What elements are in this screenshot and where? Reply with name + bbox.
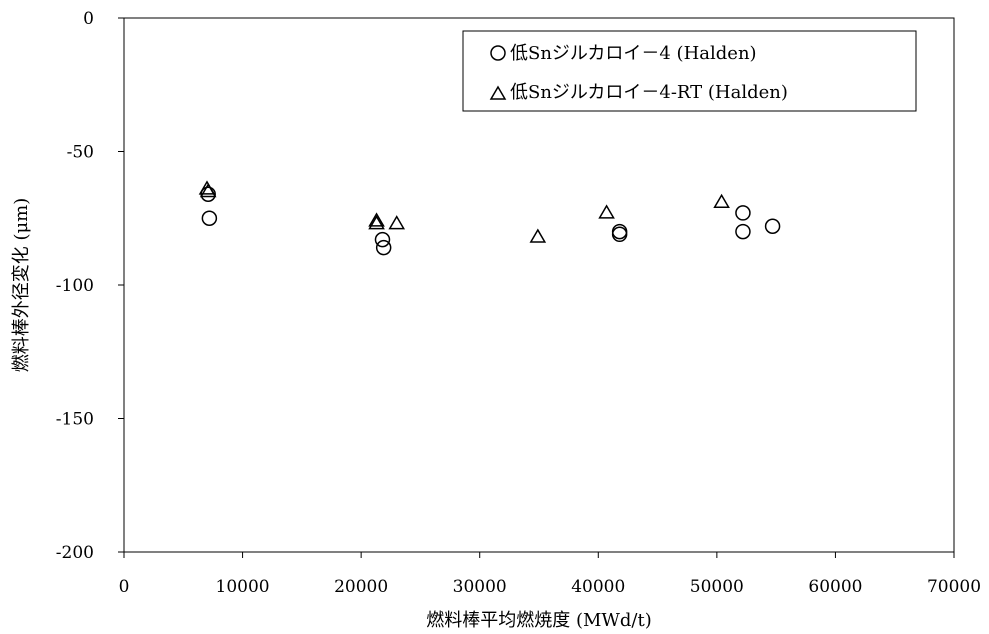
x-tick-label: 10000 (216, 577, 270, 597)
x-tick-label: 70000 (927, 577, 981, 597)
legend-label-series-2: 低Snジルカロイ－4-RT (Halden) (510, 82, 788, 103)
data-point-series-2 (529, 228, 547, 243)
y-tick-label: -200 (56, 543, 94, 563)
y-tick-label: -50 (67, 143, 94, 163)
data-point-series-2 (368, 215, 385, 230)
x-tick-label: 30000 (453, 577, 507, 597)
x-tick-label: 40000 (571, 577, 625, 597)
data-point-series-1 (201, 210, 218, 226)
y-tick-label: 0 (83, 9, 94, 29)
data-point-series-1 (735, 223, 751, 240)
x-tick-label: 50000 (690, 577, 744, 597)
data-point-series-2 (199, 183, 217, 198)
legend-label-series-1: 低Snジルカロイ－4 (Halden) (510, 43, 757, 64)
data-markers (198, 180, 781, 256)
y-axis-title: 燃料棒外径変化 (μm) (11, 198, 32, 373)
data-point-series-2 (368, 212, 385, 227)
legend-triangle-marker (489, 85, 507, 100)
data-point-series-1 (735, 205, 751, 221)
y-axis: 0 -50 -100 -150 -200 (56, 9, 124, 563)
data-point-series-2 (713, 193, 730, 208)
data-point-series-2 (598, 204, 615, 219)
legend-box (462, 30, 917, 112)
x-tick-label: 60000 (808, 577, 862, 597)
data-point-series-2 (388, 215, 406, 230)
legend-circle-marker (490, 45, 506, 61)
x-tick-label: 20000 (334, 577, 388, 597)
data-point-series-1 (764, 218, 781, 235)
y-tick-label: -100 (56, 276, 94, 296)
x-axis: 0 10000 20000 30000 40000 50000 60000 70000 (119, 552, 981, 597)
legend: 低Snジルカロイ－4 (Halden) 低Snジルカロイ－4-RT (Halde… (462, 30, 917, 112)
x-axis-title: 燃料棒平均燃焼度 (MWd/t) (426, 610, 652, 631)
x-tick-label: 0 (119, 577, 130, 597)
data-point-series-1 (375, 239, 392, 256)
data-point-series-1 (611, 226, 628, 243)
y-tick-label: -150 (56, 410, 94, 430)
data-point-series-1 (374, 231, 391, 248)
